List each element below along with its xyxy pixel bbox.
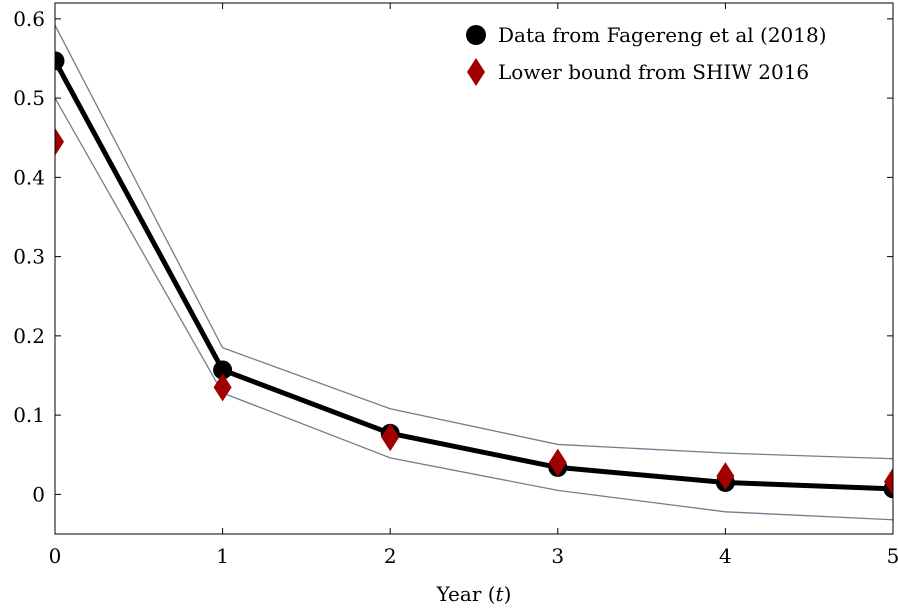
- legend: Data from Fagereng et al (2018) Lower bou…: [466, 23, 827, 86]
- lower-band-line: [55, 97, 893, 521]
- x-tick-label: 3: [551, 544, 564, 568]
- y-tick-label: 0: [32, 482, 45, 506]
- x-axis-title-prefix: Year (: [436, 582, 496, 606]
- series-1-point: [548, 448, 567, 477]
- series-1-point: [716, 462, 735, 491]
- x-tick-label: 5: [887, 544, 898, 568]
- x-axis-title-suffix: ): [504, 582, 512, 606]
- series-1-point: [213, 373, 232, 402]
- series-0-point: [55, 51, 65, 71]
- x-tick-label: 0: [49, 544, 62, 568]
- y-tick-label: 0.6: [13, 7, 45, 31]
- upper-band-line: [55, 24, 893, 460]
- x-tick-label: 2: [384, 544, 397, 568]
- y-tick-label: 0.5: [13, 86, 45, 110]
- x-axis-title: Year (t): [436, 582, 512, 606]
- series-1-point: [884, 467, 893, 496]
- series-0-line: [55, 59, 893, 492]
- plot-layer: [55, 24, 893, 521]
- legend-label: Lower bound from SHIW 2016: [498, 60, 809, 84]
- axes-layer: 0 0.1 0.2 0.3 0.4 0.5 0.6 0 1 2 3 4 5: [13, 2, 898, 568]
- y-tick-label: 0.3: [13, 245, 45, 269]
- legend-marker-circle: [466, 25, 486, 45]
- y-tick-label: 0.4: [13, 165, 45, 189]
- x-tick-label: 4: [719, 544, 732, 568]
- legend-marker-diamond: [467, 58, 485, 86]
- plot-area: [55, 24, 893, 521]
- y-tick-label: 0.1: [13, 403, 45, 427]
- x-axis-title-variable: t: [496, 582, 505, 606]
- plot-frame: [54, 2, 894, 535]
- series-1-point: [55, 127, 64, 156]
- legend-label: Data from Fagereng et al (2018): [498, 23, 827, 47]
- series-1-point: [381, 423, 400, 452]
- series-0-point: [213, 360, 233, 380]
- y-tick-label: 0.2: [13, 324, 45, 348]
- x-tick-label: 1: [216, 544, 229, 568]
